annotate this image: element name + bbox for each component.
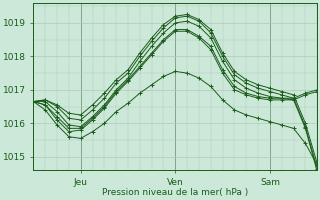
X-axis label: Pression niveau de la mer( hPa ): Pression niveau de la mer( hPa ) — [102, 188, 248, 197]
